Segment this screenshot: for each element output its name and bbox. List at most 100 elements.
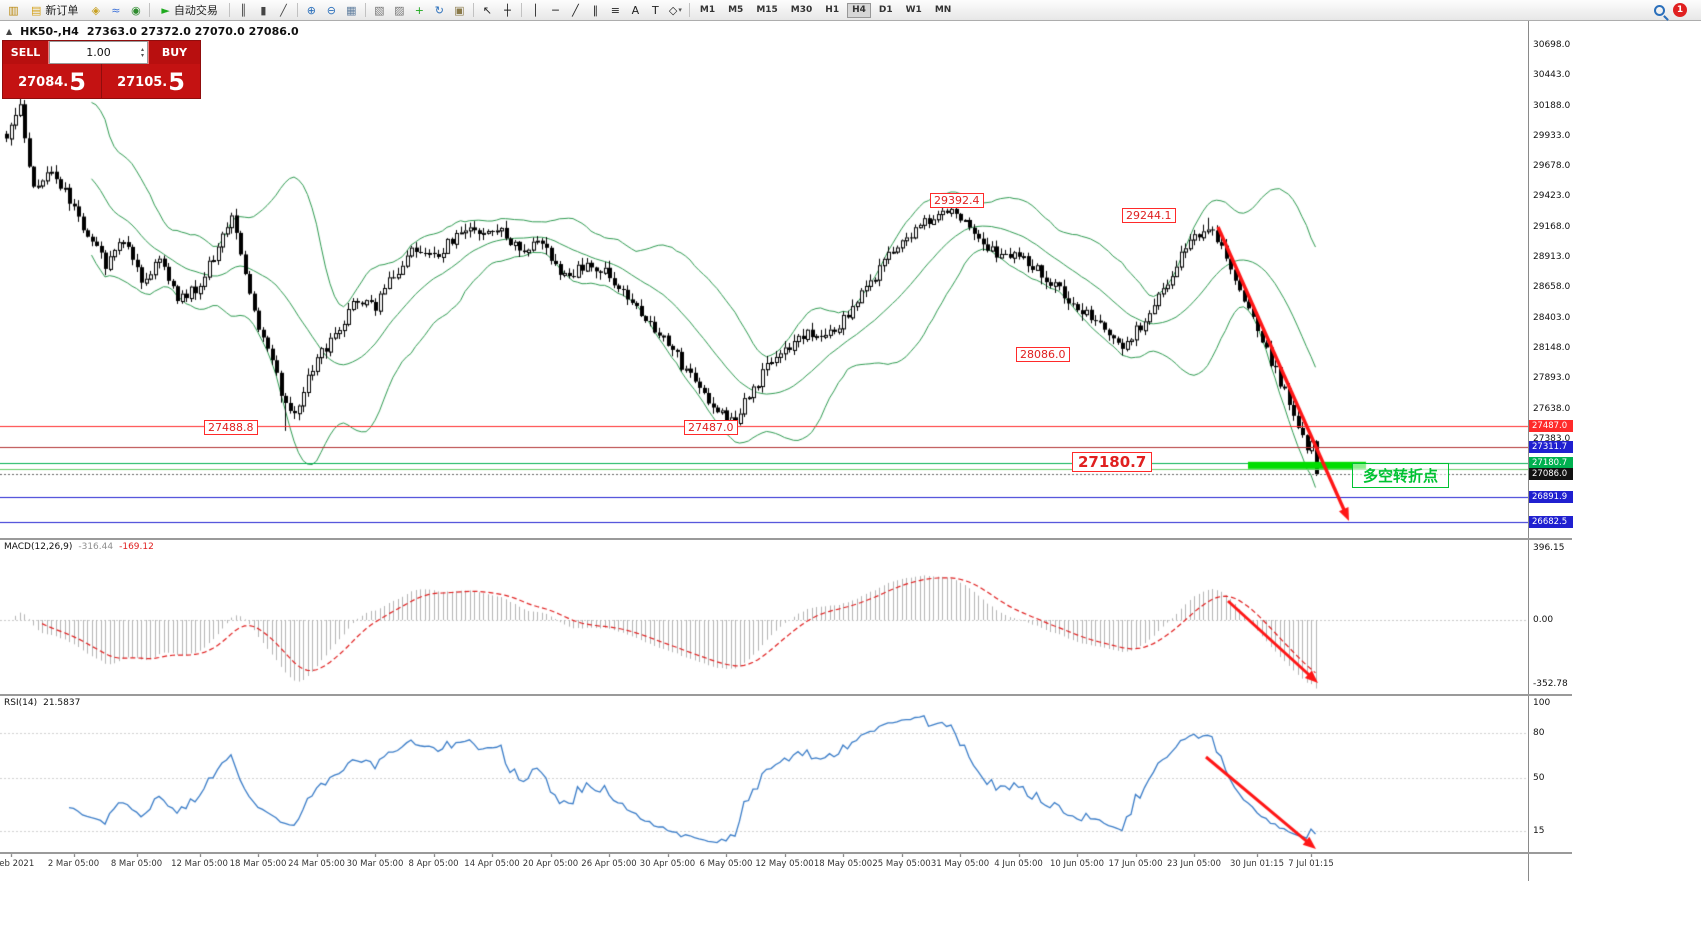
price-axis-label: 27893.0: [1533, 373, 1571, 384]
price-axis-label: 30443.0: [1533, 70, 1571, 81]
text-label-icon[interactable]: T: [652, 3, 659, 17]
buy-button[interactable]: BUY: [148, 41, 200, 64]
price-axis-tag: 27311.7: [1529, 441, 1573, 454]
time-axis-label: 8 Mar 05:00: [110, 859, 163, 869]
chart-price-label[interactable]: 29244.1: [1122, 208, 1176, 223]
time-axis-label: 25 May 05:00: [872, 859, 931, 869]
timeframe-h4[interactable]: H4: [847, 2, 871, 18]
rsi-axis-label: 80: [1533, 728, 1545, 738]
price-axis[interactable]: 30698.0 30443.0 30188.0 29933.0 29678.0 29423…: [1528, 21, 1573, 881]
price-axis-label: 28658.0: [1533, 282, 1571, 293]
volume-input[interactable]: 1.00 ▴ ▾: [49, 41, 148, 64]
time-axis-label: 26 Apr 05:00: [581, 859, 637, 869]
tile-windows-icon[interactable]: ▦: [346, 3, 357, 17]
cursor-icon[interactable]: ↖: [482, 3, 492, 17]
spinner-up-icon[interactable]: ▴: [140, 45, 144, 53]
time-axis-label: 30 Mar 05:00: [346, 859, 404, 869]
timeframe-d1[interactable]: D1: [878, 4, 893, 15]
candle-chart-mode-icon[interactable]: ▮: [260, 3, 267, 17]
macd-label: MACD(12,26,9) -316.44 -169.12: [4, 542, 154, 552]
time-axis-label: 24 Mar 05:00: [288, 859, 345, 869]
chart-price-label[interactable]: 29392.4: [930, 193, 984, 208]
timeframe-m30[interactable]: M30: [790, 4, 813, 15]
new-chart-icon[interactable]: +: [414, 3, 424, 17]
spinner-down-icon[interactable]: ▾: [140, 51, 144, 59]
chart-window: ▲ HK50-,H4 27363.0 27372.0 27070.0 27086…: [0, 21, 1572, 944]
bar-chart-mode-icon[interactable]: ║: [240, 3, 247, 17]
trendline-icon[interactable]: ╱: [572, 3, 579, 17]
price-axis-tag: 26891.9: [1529, 491, 1573, 504]
time-axis-label: 18 May 05:00: [813, 859, 873, 869]
autotrade-icon: ►: [161, 3, 170, 17]
buy-price[interactable]: 27105.5: [117, 68, 185, 96]
timeframe-m1[interactable]: M1: [699, 4, 716, 15]
time-axis-label: 12 May 05:00: [755, 859, 814, 869]
time-axis-label: 17 Jun 05:00: [1108, 859, 1163, 869]
price-axis-label: 29168.0: [1533, 221, 1571, 232]
one-click-trading-panel: SELL 1.00 ▴ ▾ BUY 27084.5 27105.5: [2, 40, 201, 99]
autotrade-button-label: 自动交易: [173, 4, 218, 17]
timeframe-mn[interactable]: MN: [934, 4, 952, 15]
equidistant-channel-icon[interactable]: ∥: [592, 3, 599, 17]
market-depth-icon[interactable]: ≈: [111, 3, 121, 17]
zoom-out-icon[interactable]: ⊖: [326, 3, 336, 17]
panel-separator[interactable]: [0, 538, 1572, 540]
autotrade-button[interactable]: ► 自动交易: [154, 2, 224, 19]
volume-spinner[interactable]: ▴ ▾: [139, 42, 146, 63]
chart-price-label[interactable]: 28086.0: [1016, 347, 1070, 362]
timeframe-m15[interactable]: M15: [756, 4, 778, 15]
vertical-line-icon[interactable]: │: [532, 3, 539, 17]
rsi-value: 21.5837: [43, 698, 81, 708]
chart-price-label[interactable]: 27488.8: [204, 420, 258, 435]
period-refresh-icon[interactable]: ↻: [434, 3, 444, 17]
timeframe-h1[interactable]: H1: [825, 4, 840, 15]
time-axis-label: 2 Mar 05:00: [47, 859, 100, 869]
horizontal-line-icon[interactable]: ─: [552, 3, 559, 17]
zoom-in-icon[interactable]: ⊕: [306, 3, 316, 17]
indicators-list-icon[interactable]: ▧: [374, 3, 385, 17]
objects-list-icon[interactable]: ▨: [394, 3, 405, 17]
price-axis-label: 27383.0: [1533, 433, 1571, 444]
chart-price-label[interactable]: 27180.7: [1072, 452, 1153, 472]
price-axis-tag: 27487.0: [1529, 420, 1573, 433]
time-axis-label: 14 Apr 05:00: [464, 859, 520, 869]
notifications-badge[interactable]: 1: [1673, 3, 1687, 17]
community-icon[interactable]: ◉: [131, 3, 141, 17]
terminal-chart-icon[interactable]: ▥: [8, 3, 19, 17]
time-axis-label: 30 Apr 05:00: [639, 859, 696, 869]
fibonacci-retracement-icon[interactable]: ≡: [610, 3, 620, 17]
sell-price[interactable]: 27084.5: [3, 64, 102, 98]
turning-point-annotation[interactable]: 多空转折点: [1352, 463, 1450, 488]
new-order-icon: ▤: [31, 3, 42, 17]
line-chart-mode-icon[interactable]: ╱: [280, 3, 287, 17]
time-axis-separator[interactable]: [0, 852, 1572, 854]
crosshair-icon[interactable]: ┼: [504, 3, 511, 17]
timeframe-w1[interactable]: W1: [905, 4, 922, 15]
shapes-dropdown-icon[interactable]: ◇ ▾: [668, 3, 682, 17]
toolbar-separator: [472, 3, 474, 17]
new-order-button[interactable]: ▤ 新订单: [24, 2, 85, 19]
toolbar-separator: [688, 3, 690, 17]
price-axis-tag: 27180.7: [1529, 456, 1573, 469]
macd-value-1: -316.44: [78, 542, 114, 552]
toolbar-separator: [228, 3, 230, 17]
toolbar-separator: [520, 3, 522, 17]
chart-price-label[interactable]: 27487.0: [684, 420, 738, 435]
time-axis-label: 18 Mar 05:00: [229, 859, 287, 869]
text-icon[interactable]: A: [631, 3, 640, 17]
macd-axis-label: -352.78: [1533, 679, 1568, 690]
sell-button[interactable]: SELL: [3, 41, 49, 64]
chart-list-icon[interactable]: ◈: [91, 3, 101, 17]
search-icon[interactable]: [1654, 4, 1665, 16]
dropdown-caret-icon: ▾: [678, 5, 682, 14]
price-axis-label: 28403.0: [1533, 312, 1571, 323]
price-axis-label: 30188.0: [1533, 100, 1571, 111]
chart-template-icon[interactable]: ▣: [454, 3, 465, 17]
ohlc-values: 27363.0 27372.0 27070.0 27086.0: [86, 25, 299, 38]
chart-canvas[interactable]: [0, 21, 1528, 857]
panel-separator[interactable]: [0, 694, 1572, 696]
timeframe-m5[interactable]: M5: [728, 4, 744, 15]
volume-value: 1.00: [86, 46, 111, 59]
quote-bar: ▲ HK50-,H4 27363.0 27372.0 27070.0 27086…: [6, 25, 299, 38]
price-axis-label: 29678.0: [1533, 161, 1571, 172]
